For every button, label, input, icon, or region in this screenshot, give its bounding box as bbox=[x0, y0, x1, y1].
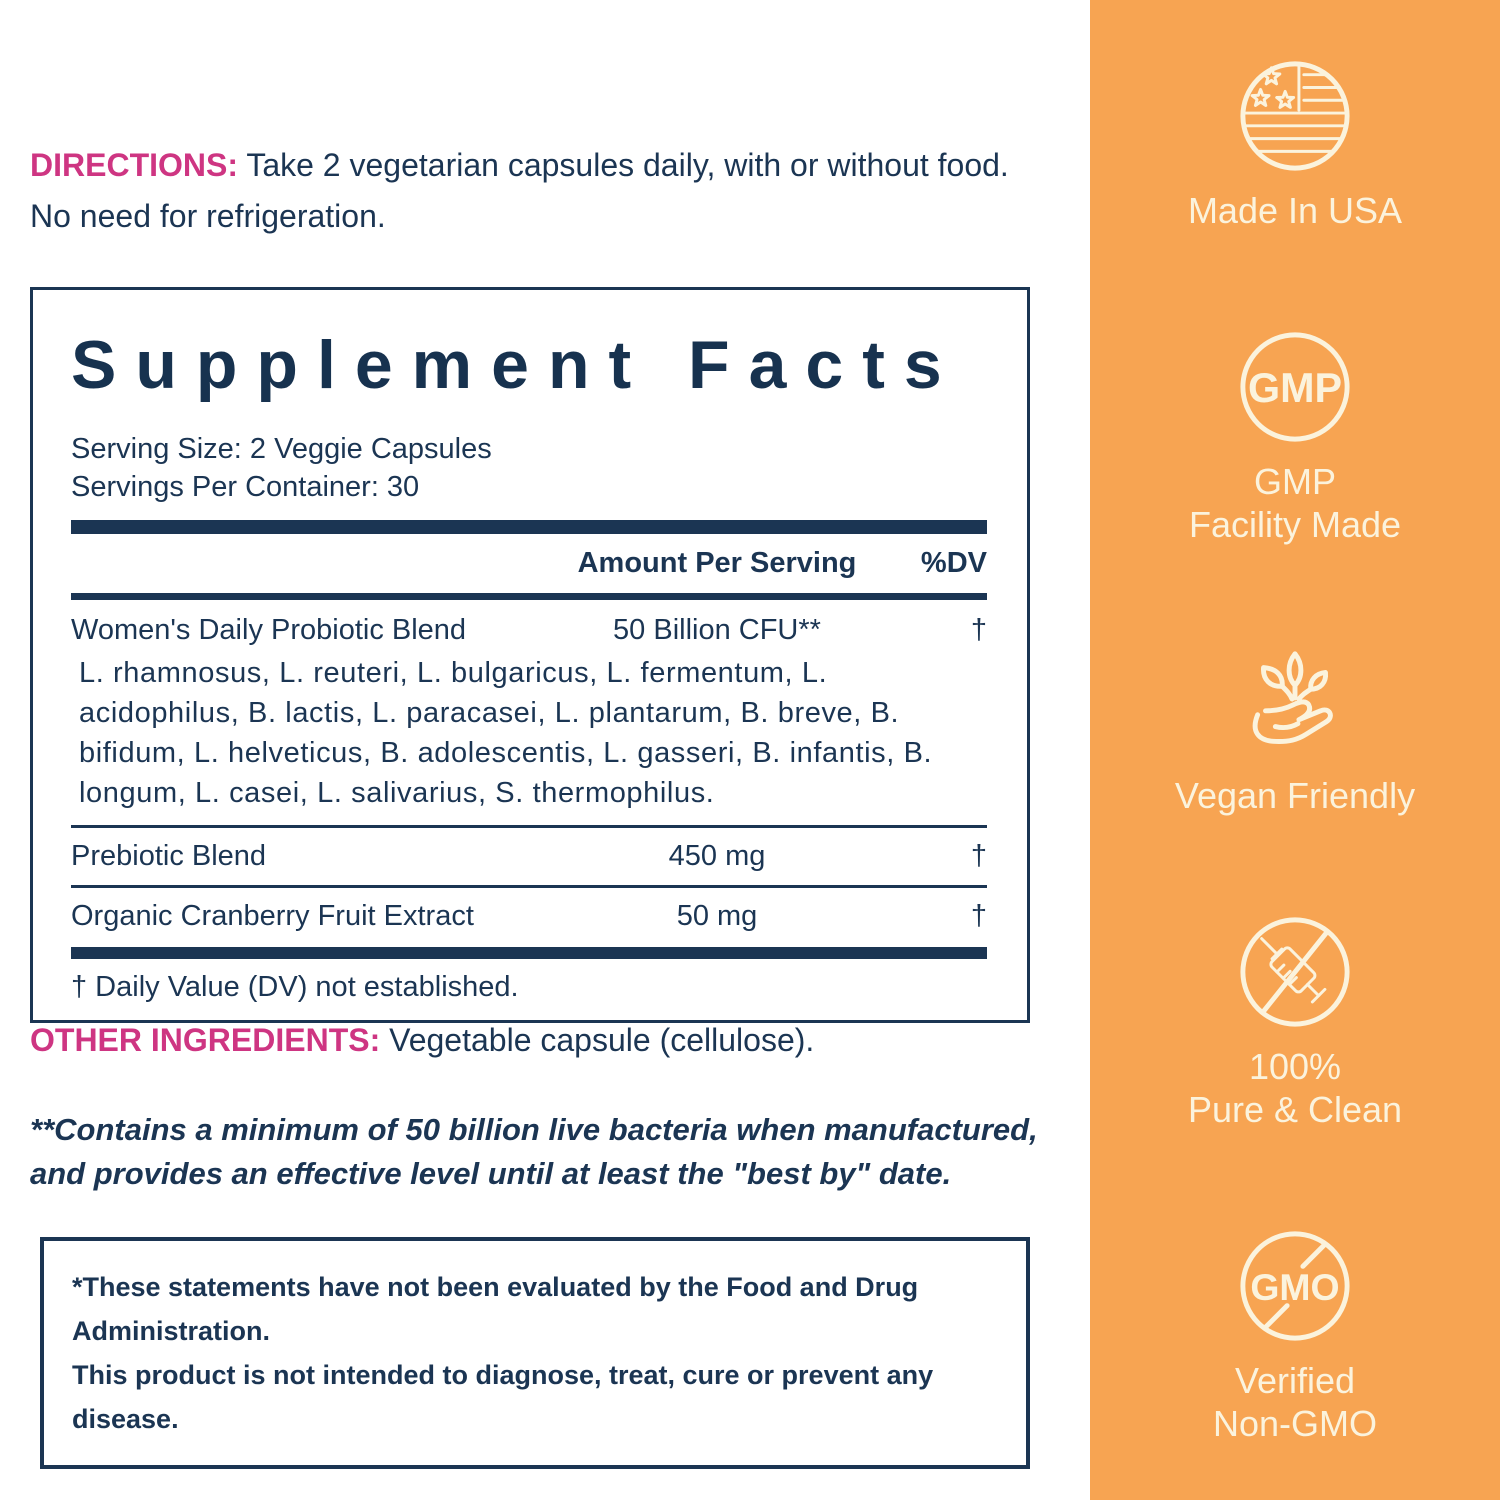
badge-label: Vegan Friendly bbox=[1174, 775, 1416, 816]
feature-sidebar: Made In USA GMP GMP Facility Made bbox=[1090, 0, 1500, 1500]
non-gmo-icon: GMO bbox=[1240, 1231, 1350, 1341]
svg-text:GMP: GMP bbox=[1248, 365, 1342, 411]
badge-label: GMP Facility Made bbox=[1188, 461, 1402, 545]
bacteria-note-line2: and provides an effective level until at… bbox=[30, 1156, 952, 1191]
table-row-cranberry-extract: Organic Cranberry Fruit Extract 50 mg † bbox=[71, 888, 987, 945]
serving-size: Serving Size: 2 Veggie Capsules bbox=[71, 433, 492, 465]
directions-line2: No need for refrigeration. bbox=[30, 198, 386, 235]
servings-per-container: Servings Per Container: 30 bbox=[71, 471, 420, 503]
badge-vegan-friendly: Vegan Friendly bbox=[1175, 642, 1415, 817]
bacteria-note: **Contains a minimum of 50 billion live … bbox=[30, 1108, 1060, 1196]
probiotic-strains-list: L. rhamnosus, L. reuteri, L. bulgaricus,… bbox=[79, 657, 933, 809]
column-dv: %DV bbox=[920, 547, 987, 579]
svg-text:GMO: GMO bbox=[1250, 1266, 1339, 1308]
fda-disclaimer-box: *These statements have not been evaluate… bbox=[40, 1237, 1030, 1469]
row-amount: 50 Billion CFU** bbox=[613, 614, 821, 646]
row-dv: † bbox=[970, 840, 987, 872]
row-name: Women's Daily Probiotic Blend bbox=[71, 614, 467, 646]
dv-footnote: † Daily Value (DV) not established. bbox=[71, 971, 519, 1003]
directions-label: DIRECTIONS: bbox=[30, 147, 238, 183]
row-name: Prebiotic Blend bbox=[71, 840, 267, 872]
badge-label: Verified Non-GMO bbox=[1212, 1360, 1378, 1444]
row-name: Organic Cranberry Fruit Extract bbox=[71, 900, 474, 932]
no-syringe-icon bbox=[1240, 917, 1350, 1027]
divider-row-2 bbox=[71, 885, 987, 888]
supplement-facts-title: Supplement Facts bbox=[71, 327, 961, 403]
bacteria-note-line1: **Contains a minimum of 50 billion live … bbox=[30, 1112, 1038, 1147]
divider-row-1 bbox=[71, 825, 987, 828]
directions-line1: Take 2 vegetarian capsules daily, with o… bbox=[246, 147, 1009, 183]
divider-thick-top bbox=[71, 520, 987, 534]
gmp-seal-icon: GMP bbox=[1240, 332, 1350, 442]
other-ingredients-label: OTHER INGREDIENTS: bbox=[30, 1022, 381, 1058]
supplement-facts-panel: Supplement Facts Serving Size: 2 Veggie … bbox=[30, 287, 1030, 1023]
row-amount: 50 mg bbox=[676, 900, 758, 932]
table-row-prebiotic-blend: Prebiotic Blend 450 mg † bbox=[71, 828, 987, 885]
other-ingredients-value: Vegetable capsule (cellulose). bbox=[389, 1022, 815, 1058]
vegan-hand-leaf-icon bbox=[1252, 651, 1333, 744]
badge-gmp-facility: GMP GMP Facility Made bbox=[1189, 328, 1401, 546]
facts-header-row: Amount Per Serving %DV bbox=[71, 534, 987, 593]
row-amount: 450 mg bbox=[668, 840, 766, 872]
divider-thick-bottom bbox=[71, 947, 987, 959]
badge-non-gmo: GMO Verified Non-GMO bbox=[1213, 1227, 1377, 1445]
disclaimer-line2: This product is not intended to diagnose… bbox=[72, 1360, 934, 1434]
serving-info: Serving Size: 2 Veggie Capsules Servings… bbox=[71, 430, 987, 506]
row-dv: † bbox=[970, 900, 987, 932]
other-ingredients-text: OTHER INGREDIENTS: Vegetable capsule (ce… bbox=[30, 1022, 1060, 1059]
directions-text: DIRECTIONS: Take 2 vegetarian capsules d… bbox=[30, 140, 1060, 242]
badge-label: 100% Pure & Clean bbox=[1187, 1046, 1403, 1130]
table-row-probiotic-blend: Women's Daily Probiotic Blend 50 Billion… bbox=[71, 600, 987, 647]
divider-header bbox=[71, 593, 987, 600]
disclaimer-line1: *These statements have not been evaluate… bbox=[72, 1272, 919, 1346]
usa-flag-icon bbox=[1240, 61, 1350, 171]
badge-made-in-usa: Made In USA bbox=[1188, 57, 1402, 232]
badge-pure-clean: 100% Pure & Clean bbox=[1188, 913, 1402, 1131]
row-dv: † bbox=[970, 614, 987, 646]
column-amount-per-serving: Amount Per Serving bbox=[577, 547, 857, 579]
badge-label: Made In USA bbox=[1187, 190, 1403, 231]
